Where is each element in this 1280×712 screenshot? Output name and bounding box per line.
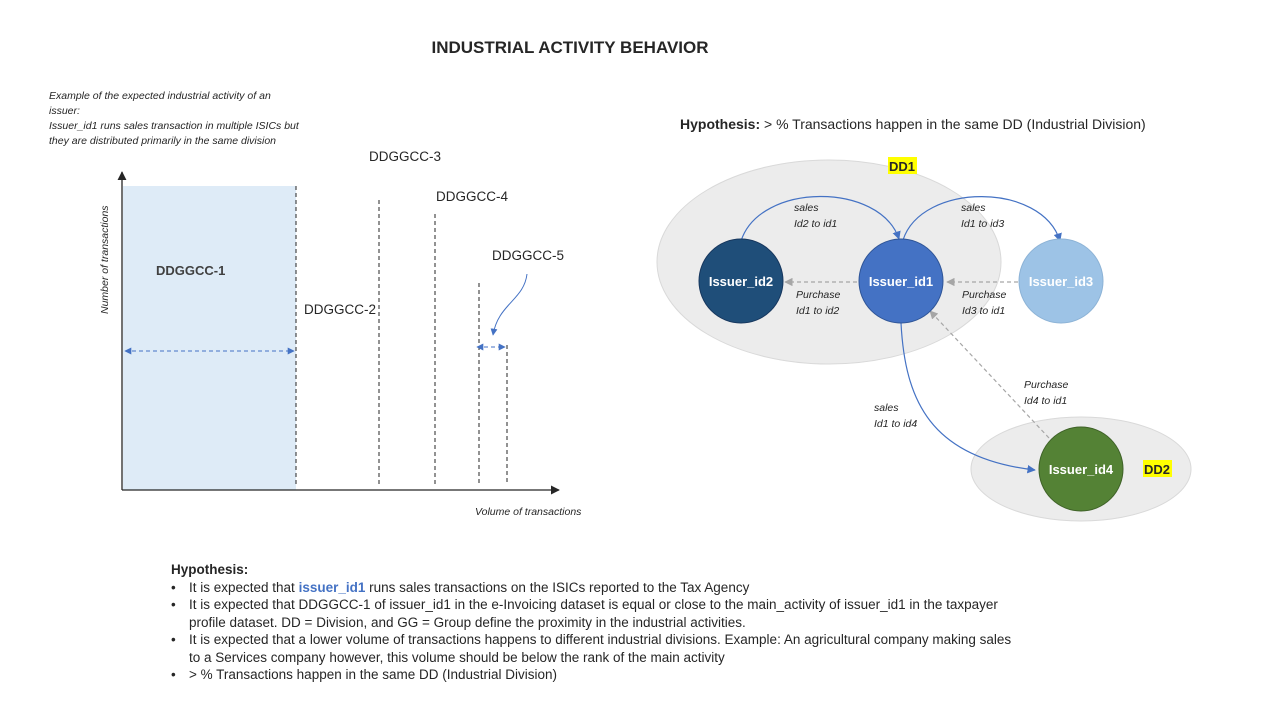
hypothesis-text: runs sales transactions on the ISICs rep… — [365, 579, 750, 595]
node-label-id1: Issuer_id1 — [869, 274, 933, 289]
x-axis-label: Volume of transactions — [475, 506, 582, 518]
edge-sales-id2-id1 — [740, 195, 901, 242]
edge-label-purchase-id1-id2-a: Purchase — [796, 289, 841, 301]
example-note-line: they are distributed primarily in the sa… — [49, 135, 277, 147]
label-ddggcc-2: DDGGCC-2 — [304, 302, 376, 317]
edge-label-purchase-id3-id1-a: Purchase — [962, 289, 1007, 301]
edge-sales-id1-id3 — [902, 196, 1062, 242]
label-ddggcc-5: DDGGCC-5 — [492, 248, 564, 263]
edge-label-purchase-id4-id1-a: Purchase — [1024, 379, 1069, 391]
label-ddggcc-1: DDGGCC-1 — [156, 263, 225, 278]
label-ddggcc-4: DDGGCC-4 — [436, 189, 508, 204]
callout-arrow-5 — [490, 273, 528, 336]
node-label-id2: Issuer_id2 — [709, 274, 773, 289]
hypothesis-item: • > % Transactions happen in the same DD… — [171, 666, 1131, 684]
node-issuer-id1 — [858, 238, 944, 324]
hypothesis-item: • It is expected that a lower volume of … — [171, 631, 1131, 666]
node-label-id3: Issuer_id3 — [1029, 274, 1093, 289]
hypothesis-text: It is expected that DDGGCC-1 of issuer_i… — [189, 597, 998, 612]
edge-label-purchase-id4-id1-b: Id4 to id1 — [1024, 395, 1067, 407]
bullet-icon: • — [171, 632, 176, 647]
hypothesis-list: • It is expected that issuer_id1 runs sa… — [171, 579, 1131, 684]
edge-label-sales-id1-id3-a: sales — [961, 202, 986, 214]
hypothesis-text: It is expected that — [189, 579, 299, 595]
node-label-id4: Issuer_id4 — [1049, 462, 1114, 477]
edge-label-sales-id1-id3-b: Id1 to id3 — [961, 218, 1004, 230]
node-issuer-id3 — [1018, 238, 1104, 324]
bullet-icon: • — [171, 667, 176, 682]
edge-label-sales-id2-id1-a: sales — [794, 202, 819, 214]
activity-chart: DDGGCC-1 DDGGCC-2 DDGGCC-3 DDGGCC-4 DDGG… — [99, 149, 582, 518]
edge-purchase-id4-id1 — [929, 310, 1050, 439]
edge-label-purchase-id3-id1-b: Id3 to id1 — [962, 305, 1005, 317]
page-title: INDUSTRIAL ACTIVITY BEHAVIOR — [431, 38, 709, 57]
hypothesis-text: profile dataset. DD = Division, and GG =… — [189, 614, 746, 630]
edge-label-sales-id1-id4-a: sales — [874, 402, 899, 414]
dd2-highlight — [1143, 460, 1172, 477]
node-issuer-id2 — [698, 238, 784, 324]
hypothesis-text: to a Services company however, this volu… — [189, 649, 725, 665]
network-hypothesis-text: > % Transactions happen in the same DD (… — [760, 116, 1146, 132]
dd1-highlight — [888, 157, 917, 174]
network-diagram: DD1 DD2 Issuer_id2 Issuer_id1 Issuer_id3… — [656, 157, 1192, 522]
dd1-label: DD1 — [889, 159, 915, 174]
example-note-line: Example of the expected industrial activ… — [49, 90, 271, 102]
node-issuer-id4 — [1038, 426, 1124, 512]
hypothesis-text: > % Transactions happen in the same DD (… — [189, 667, 558, 682]
example-note: Example of the expected industrial activ… — [49, 89, 349, 149]
hypothesis-item: • It is expected that DDGGCC-1 of issuer… — [171, 596, 1131, 631]
hypothesis-text: It is expected that a lower volume of tr… — [189, 632, 1012, 647]
bullet-icon: • — [171, 597, 176, 612]
label-ddggcc-3: DDGGCC-3 — [369, 149, 441, 164]
hypothesis-item: • It is expected that issuer_id1 runs sa… — [171, 579, 1131, 597]
edge-label-sales-id1-id4-b: Id1 to id4 — [874, 418, 917, 430]
main-activity-region — [123, 186, 296, 490]
example-note-line: Issuer_id1 runs sales transaction in mul… — [49, 120, 299, 132]
y-axis-label: Number of transactions — [99, 205, 111, 314]
hypothesis-section: Hypothesis: • It is expected that issuer… — [171, 561, 1131, 684]
dd2-label: DD2 — [1144, 462, 1170, 477]
network-hypothesis-label: Hypothesis: — [680, 116, 761, 132]
example-note-line: issuer: — [49, 105, 80, 117]
edge-label-purchase-id1-id2-b: Id1 to id2 — [796, 305, 839, 317]
hypothesis-heading: Hypothesis: — [171, 562, 249, 577]
hypothesis-accent: issuer_id1 — [298, 579, 366, 595]
edge-label-sales-id2-id1-b: Id2 to id1 — [794, 218, 837, 230]
bullet-icon: • — [171, 579, 176, 595]
edge-sales-id1-id4 — [900, 322, 1036, 474]
network-hypothesis: Hypothesis: > % Transactions happen in t… — [680, 116, 1146, 132]
